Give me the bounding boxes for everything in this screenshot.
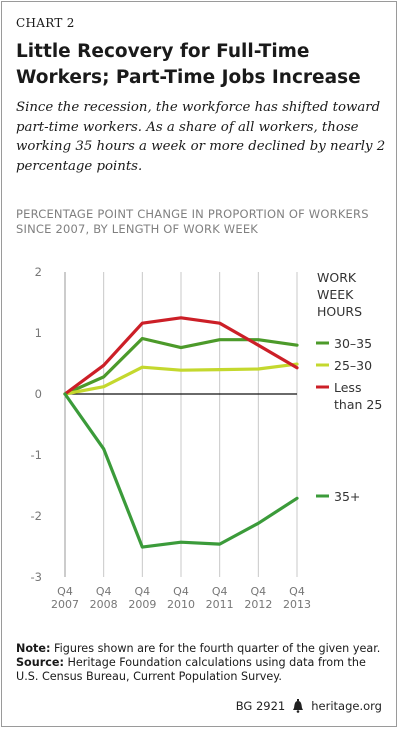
note-line: Note: Figures shown are for the fourth q… [16,642,388,656]
legend-label-3: 35+ [334,489,360,504]
y-tick-label: 2 [35,265,42,279]
chart-title: Little Recovery for Full-Time Workers; P… [16,41,361,88]
series-line-3 [63,392,299,549]
liberty-bell-icon [293,699,304,713]
source-label: Source: [16,656,64,669]
chart-subtitle: Since the recession, the workforce has s… [16,100,386,174]
y-tick-label: -3 [31,570,42,584]
legend-title-line: WEEK [317,287,354,302]
x-tick-year: 2010 [167,598,195,611]
x-tick-year: 2008 [90,598,118,611]
y-tick-label: 0 [35,387,42,401]
x-tick-year: 2009 [128,598,156,611]
x-tick-year: 2013 [283,598,311,611]
chart-notes: Note: Figures shown are for the fourth q… [16,642,388,684]
x-tick-quarter: Q4 [57,585,73,598]
legend-title-line: WORK [317,270,357,285]
legend-label-0: 30–35 [334,336,372,351]
y-tick-label: -2 [31,509,42,523]
legend-label-2: than 25 [334,397,382,412]
report-id: BG 2921 [235,699,286,713]
source-text: Heritage Foundation calculations using d… [16,656,366,683]
x-tick-quarter: Q4 [289,585,305,598]
note-label: Note: [16,642,51,655]
source-line: Source: Heritage Foundation calculations… [16,656,388,684]
x-tick-quarter: Q4 [212,585,228,598]
series-line-1 [63,362,299,396]
footer: BG 2921 heritage.org [236,699,382,713]
x-tick-year: 2012 [244,598,272,611]
series-line-2 [63,316,299,396]
chart-number-label: CHART 2 [16,16,75,30]
x-tick-quarter: Q4 [173,585,189,598]
legend-label-1: 25–30 [334,358,372,373]
x-tick-year: 2011 [206,598,234,611]
x-tick-quarter: Q4 [134,585,150,598]
y-tick-label: 1 [35,326,42,340]
line-chart: 210-1-2-3Q42007Q42008Q42009Q42010Q42011Q… [31,265,383,611]
y-tick-label: -1 [31,448,42,462]
x-tick-quarter: Q4 [96,585,112,598]
legend-title-line: HOURS [317,304,362,319]
x-tick-year: 2007 [51,598,79,611]
x-tick-quarter: Q4 [250,585,266,598]
site-link[interactable]: heritage.org [311,699,382,713]
y-axis-label: PERCENTAGE POINT CHANGE IN PROPORTION OF… [16,207,369,236]
note-text: Figures shown are for the fourth quarter… [54,642,381,655]
series-line-0 [63,336,299,396]
legend-label-2: Less [334,380,361,395]
